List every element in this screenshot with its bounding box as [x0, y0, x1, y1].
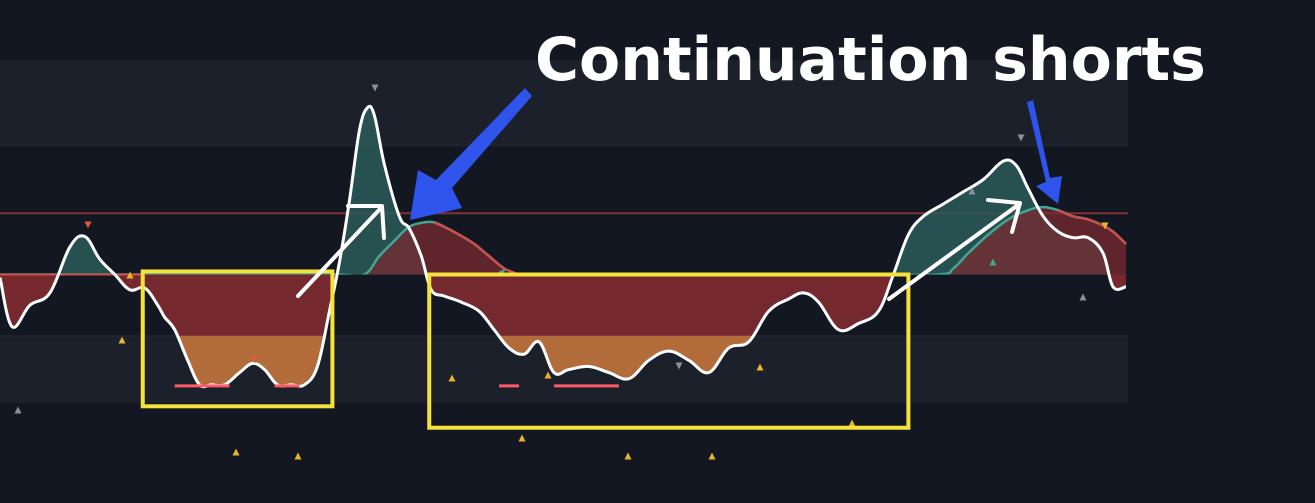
annotation-continuation-shorts: Continuation shorts	[535, 25, 1206, 95]
blue-arrow-1	[410, 88, 532, 220]
blue-arrow-2	[1027, 100, 1062, 204]
marker-7	[371, 84, 379, 92]
signal-line-down-2	[1057, 209, 1127, 245]
white-arrow-2-head	[986, 198, 1022, 234]
annotation-arrows	[296, 88, 1062, 301]
marker-1	[126, 271, 134, 279]
marker-19	[989, 258, 997, 266]
marker-16	[968, 187, 976, 195]
marker-9	[518, 434, 526, 442]
marker-2	[118, 336, 126, 344]
marker-3	[251, 356, 259, 364]
highlight-boxes	[140, 269, 911, 430]
marker-18	[1079, 293, 1087, 301]
signal-area-fill	[0, 207, 1126, 275]
signal-line-up	[0, 205, 1127, 275]
marker-20	[1101, 222, 1109, 230]
highlight-box-0	[140, 269, 335, 409]
marker-14	[756, 363, 764, 371]
white-arrow-2-shaft	[887, 203, 1020, 301]
oscillator-line	[0, 104, 1127, 389]
white-arrow-1-shaft	[296, 207, 382, 298]
marker-10	[544, 371, 552, 379]
marker-15	[848, 419, 856, 427]
marker-5	[294, 452, 302, 460]
white-arrow-1-head	[346, 204, 386, 240]
signal-line-down-1	[433, 221, 520, 276]
marker-4	[232, 448, 240, 456]
marker-11	[624, 452, 632, 460]
marker-8	[448, 374, 456, 382]
marker-6	[14, 406, 22, 414]
signal-markers	[14, 84, 1109, 460]
highlight-box-1	[427, 272, 911, 430]
marker-0	[84, 221, 92, 229]
band-0	[0, 60, 1128, 146]
marker-17	[1017, 134, 1025, 142]
marker-13	[675, 362, 683, 370]
marker-12	[708, 452, 716, 460]
